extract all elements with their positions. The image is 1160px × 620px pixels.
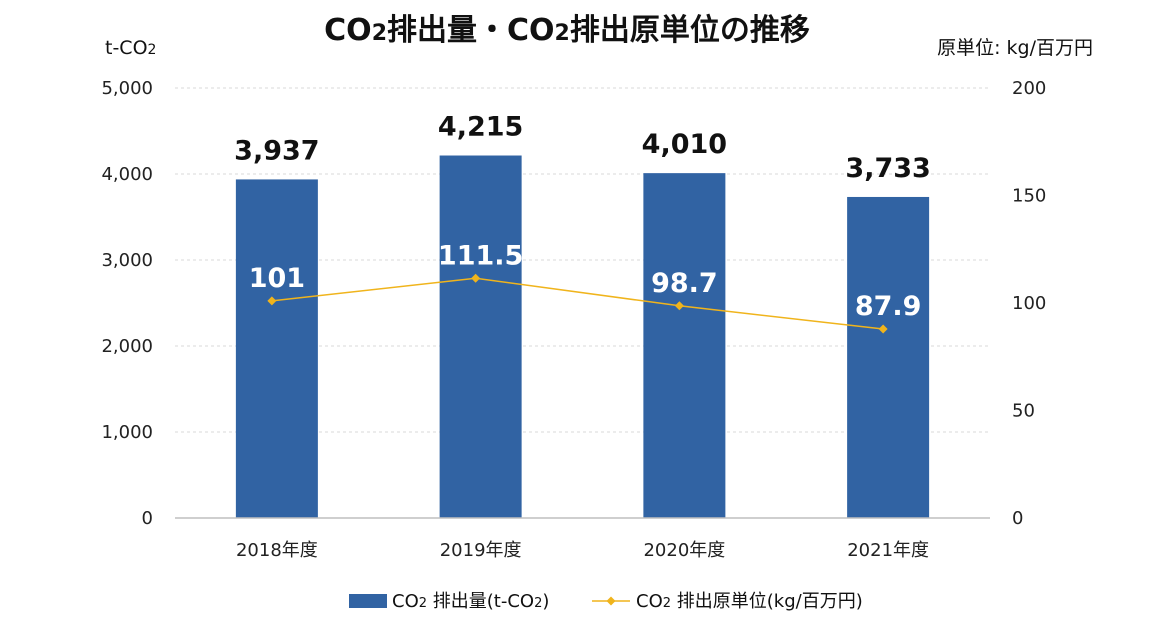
y-left-tick-label: 2,000 (101, 336, 153, 357)
line-series (267, 273, 888, 334)
x-tick-label: 2018年度 (236, 540, 318, 561)
y-axis-left-label: t-CO2 (105, 37, 156, 59)
bar (439, 155, 522, 518)
data-labels: 3,937 4,215 4,010 3,733 101 111.5 98.7 87.9 (234, 112, 931, 323)
y-right-tick-label: 200 (1012, 78, 1046, 99)
line-data-label: 101 (249, 263, 305, 294)
bar (847, 196, 930, 518)
x-tick-label: 2019年度 (440, 540, 522, 561)
line-data-label: 98.7 (651, 268, 718, 299)
legend-line-marker (606, 596, 616, 606)
y-right-tick-label: 0 (1012, 508, 1023, 529)
y-right-tick-label: 100 (1012, 293, 1046, 314)
bar-data-label: 3,937 (234, 135, 319, 166)
y-left-tick-label: 1,000 (101, 422, 153, 443)
y-right-tick-label: 150 (1012, 186, 1046, 207)
y-left-tick-label: 0 (142, 508, 153, 529)
bars (235, 155, 930, 518)
tick-labels: 0 1,000 2,000 3,000 4,000 5,000 0 50 100 150 200 20… (101, 78, 1046, 561)
chart-title: CO2排出量・CO2排出原単位の推移 (324, 13, 810, 48)
y-left-tick-label: 3,000 (101, 250, 153, 271)
bar (235, 179, 318, 518)
line-point (471, 273, 481, 283)
bar (643, 173, 726, 518)
y-axis-right-label: 原単位: kg/百万円 (937, 37, 1093, 59)
bar-data-label: 4,010 (642, 129, 727, 160)
legend-line-label: CO2 排出原単位(kg/百万円) (636, 591, 863, 612)
y-right-tick-label: 50 (1012, 401, 1035, 422)
legend: CO2 排出量(t-CO2) CO2 排出原単位(kg/百万円) (349, 591, 863, 612)
legend-bar-label: CO2 排出量(t-CO2) (392, 591, 549, 612)
bar-data-label: 3,733 (845, 153, 930, 184)
line-data-label: 87.9 (855, 291, 922, 322)
x-tick-label: 2020年度 (643, 540, 725, 561)
line-data-label: 111.5 (438, 240, 523, 271)
line-path (271, 277, 884, 330)
legend-bar-swatch (349, 594, 387, 608)
y-left-tick-label: 4,000 (101, 164, 153, 185)
x-tick-label: 2021年度 (847, 540, 929, 561)
bar-data-label: 4,215 (438, 112, 523, 143)
line-point (674, 301, 684, 311)
y-left-tick-label: 5,000 (101, 78, 153, 99)
line-point (878, 324, 888, 334)
line-point (267, 296, 277, 306)
